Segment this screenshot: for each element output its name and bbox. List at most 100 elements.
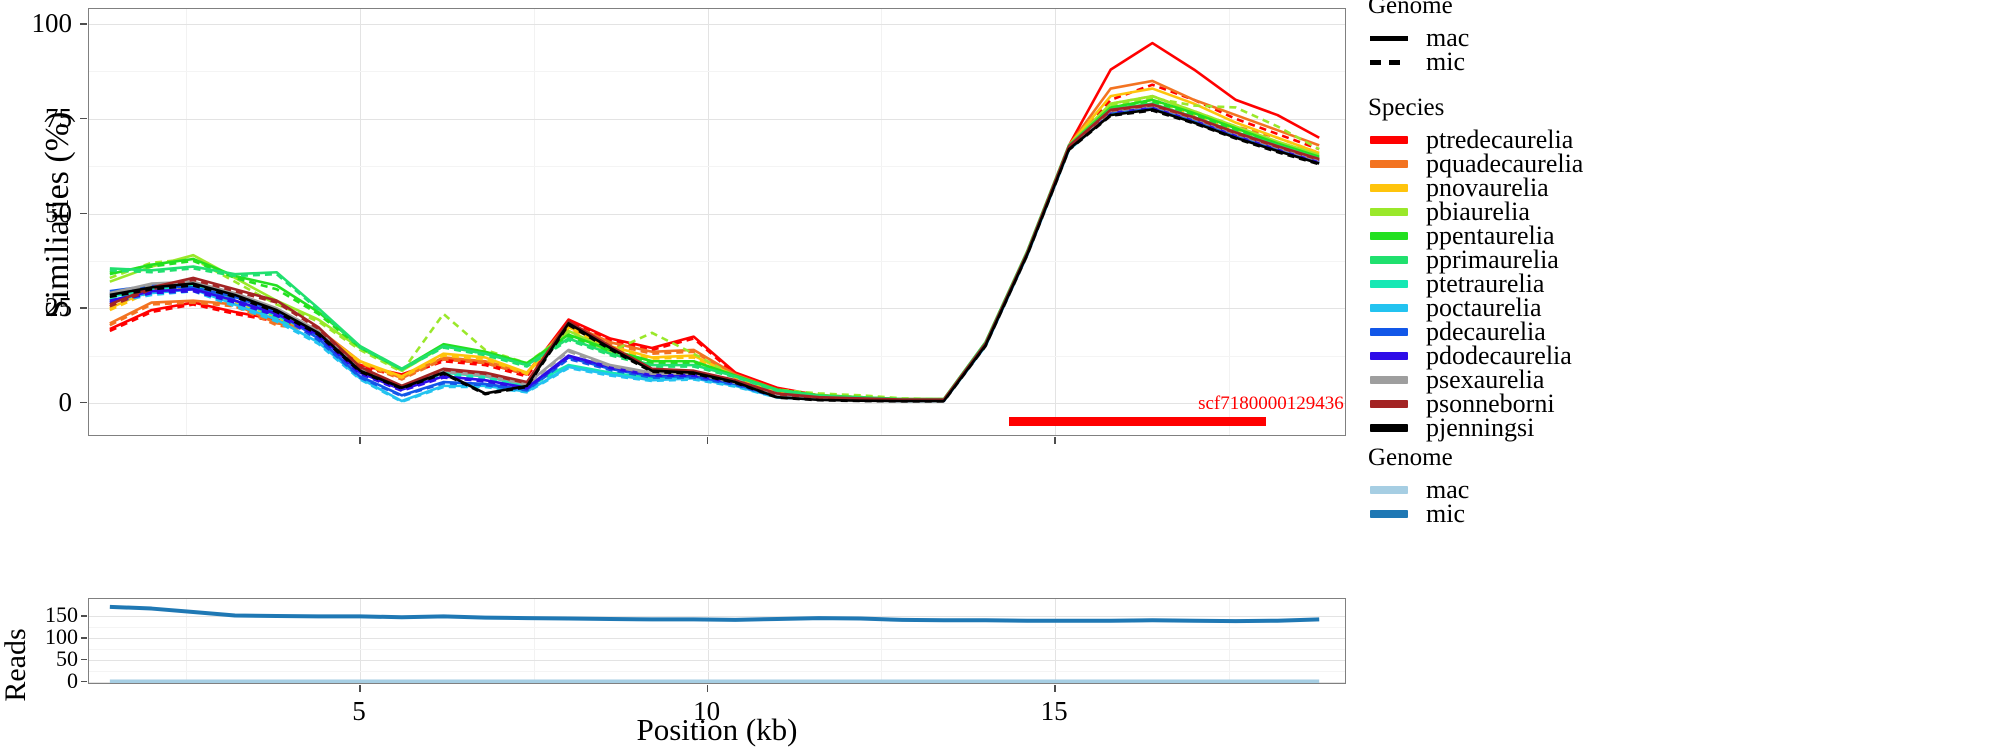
legend-genome-reads: Genome mac mic xyxy=(1368,444,1470,527)
series-layer xyxy=(109,41,1320,404)
y-tick-mark-reads xyxy=(81,658,87,661)
y-tick-mark xyxy=(80,212,87,215)
gridline-vertical xyxy=(1055,9,1057,435)
legend-swatch-glyph xyxy=(1370,486,1408,494)
legend-swatch-glyph xyxy=(1370,376,1408,384)
series-line-poctaurelia-mic xyxy=(109,107,1320,404)
reads-plot-area xyxy=(89,599,1345,683)
x-tick-label: 10 xyxy=(693,696,721,726)
gridline-horizontal-minor xyxy=(89,648,1345,650)
y-tick-label: 75 xyxy=(45,102,72,133)
gridline-vertical xyxy=(360,9,362,435)
legend-genome-linestyle: Genome mac mic xyxy=(1368,0,1470,76)
legend-color-swatch-psonneborni xyxy=(1368,392,1410,416)
y-tick-mark xyxy=(80,307,87,309)
gridline-vertical-minor xyxy=(533,9,535,435)
series-line-mic xyxy=(109,604,1320,624)
series-line-pdecaurelia-mac xyxy=(109,105,1320,402)
legend-color-swatch-pjenningsi xyxy=(1368,416,1410,440)
legend-item-pprimaurelia[interactable]: pprimaurelia xyxy=(1368,247,1583,273)
legend-item-ppentaurelia[interactable]: ppentaurelia xyxy=(1368,221,1583,250)
gridline-horizontal xyxy=(89,308,1345,310)
legend-swatch-glyph xyxy=(1370,510,1408,518)
gridline-vertical-minor xyxy=(186,599,188,683)
legend-item-psexaurelia[interactable]: psexaurelia xyxy=(1368,365,1583,394)
legend-item-label: psonneborni xyxy=(1426,389,1555,418)
similarity-plot-area xyxy=(89,9,1345,435)
y-tick-label-reads: 0 xyxy=(67,667,78,693)
scaffold-label: scf7180000129436 xyxy=(1198,392,1344,414)
legend-item-pjenningsi[interactable]: pjenningsi xyxy=(1368,413,1583,442)
legend-genome-linestyle-items: mac mic xyxy=(1368,23,1470,76)
legend-species-items: ptredecaurelia pquadecaurelia pnovaurelia p… xyxy=(1368,127,1583,442)
y-tick-label: 0 xyxy=(58,386,73,417)
legend-item-label: psexaurelia xyxy=(1426,365,1545,394)
legend-item-label: ppentaurelia xyxy=(1426,221,1555,250)
legend-swatch-glyph xyxy=(1370,304,1408,312)
legend-genome-reads-title: Genome xyxy=(1368,444,1453,471)
legend-item-poctaurelia[interactable]: poctaurelia xyxy=(1368,295,1583,321)
legend-item-mic[interactable]: mic xyxy=(1368,501,1469,527)
y-tick-label: 25 xyxy=(45,292,72,323)
legend-color-swatch-pquadecaurelia xyxy=(1368,152,1410,176)
series-line-pjenningsi-mac xyxy=(109,108,1320,403)
legend-linestyle-solid-icon xyxy=(1368,26,1410,50)
gridline-vertical xyxy=(707,599,709,683)
legend-item-pquadecaurelia[interactable]: pquadecaurelia xyxy=(1368,151,1583,177)
gridline-vertical-minor xyxy=(186,9,188,435)
legend-color-swatch-ptetraurelia xyxy=(1368,272,1410,296)
legend-color-swatch-poctaurelia xyxy=(1368,296,1410,320)
scaffold-range-bar xyxy=(1008,416,1267,426)
legend-item-ptetraurelia[interactable]: ptetraurelia xyxy=(1368,271,1583,297)
x-tick-mark-upper xyxy=(359,437,361,444)
gridline-horizontal-minor xyxy=(89,627,1345,629)
legend-color-swatch-psexaurelia xyxy=(1368,368,1410,392)
legend-item-pdecaurelia[interactable]: pdecaurelia xyxy=(1368,319,1583,345)
legend-item-label: pjenningsi xyxy=(1426,413,1535,442)
y-tick-label: 100 xyxy=(31,8,73,39)
legend-item-label: pbiaurelia xyxy=(1426,197,1530,226)
x-tick-label: 15 xyxy=(1040,696,1068,726)
series-line-ppentaurelia-mac xyxy=(109,98,1320,401)
legend-item-mic[interactable]: mic xyxy=(1368,47,1469,76)
y-tick-label: 50 xyxy=(45,197,72,228)
legend-item-label: mac xyxy=(1426,475,1470,504)
gridline-horizontal xyxy=(89,213,1345,215)
legend-item-mac[interactable]: mac xyxy=(1368,475,1470,504)
gridline-horizontal xyxy=(89,616,1345,618)
legend-genome-linestyle-title: Genome xyxy=(1368,0,1453,19)
legend-color-swatch-pdodecaurelia xyxy=(1368,344,1410,368)
gridline-horizontal-minor xyxy=(89,71,1345,73)
legend-swatch-glyph xyxy=(1370,424,1408,432)
legend-species: Species ptredecaurelia pquadecaurelia pnov… xyxy=(1368,94,1583,442)
x-tick-mark xyxy=(1054,685,1056,692)
similarity-plot-panel xyxy=(88,8,1346,436)
gridline-horizontal xyxy=(89,118,1345,120)
legend-item-ptredecaurelia[interactable]: ptredecaurelia xyxy=(1368,127,1583,153)
gridline-vertical-minor xyxy=(1228,599,1230,683)
legend-item-mac[interactable]: mac xyxy=(1368,23,1470,52)
x-tick-label: 5 xyxy=(352,696,366,726)
series-line-pbiaurelia-mic xyxy=(109,96,1320,401)
series-line-pdecaurelia-mic xyxy=(109,106,1320,403)
series-line-pquadecaurelia-mac xyxy=(109,79,1320,401)
legend-swatch-glyph xyxy=(1370,136,1408,144)
legend-color-swatch-mac xyxy=(1368,478,1410,502)
series-line-ptredecaurelia-mic xyxy=(109,83,1320,401)
legend-color-swatch-pprimaurelia xyxy=(1368,248,1410,272)
legend-item-pnovaurelia[interactable]: pnovaurelia xyxy=(1368,175,1583,201)
gridline-horizontal xyxy=(89,24,1345,26)
legend-item-psonneborni[interactable]: psonneborni xyxy=(1368,389,1583,418)
legend-swatch-glyph xyxy=(1370,232,1408,240)
y-axis-title-reads: Reads xyxy=(0,628,32,702)
legend-item-label: mic xyxy=(1426,47,1465,76)
legend-swatch-glyph xyxy=(1370,160,1408,168)
legend-item-pdodecaurelia[interactable]: pdodecaurelia xyxy=(1368,343,1583,369)
gridline-vertical xyxy=(707,9,709,435)
legend-item-label: mac xyxy=(1426,23,1470,52)
legend-item-pbiaurelia[interactable]: pbiaurelia xyxy=(1368,197,1583,226)
series-line-pnovaurelia-mac xyxy=(109,87,1320,401)
x-tick-mark xyxy=(359,685,361,692)
y-tick-label-reads: 50 xyxy=(56,645,78,671)
